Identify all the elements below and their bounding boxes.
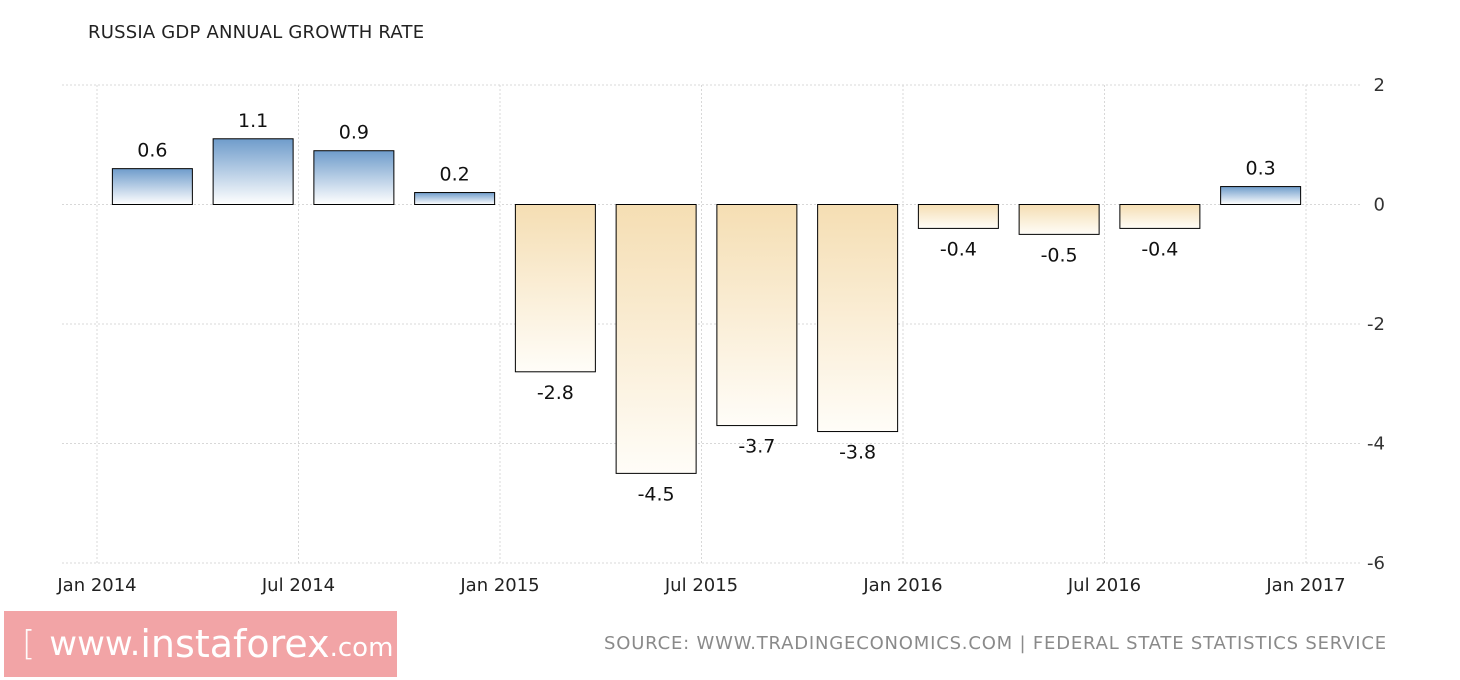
bar-2016-q1 bbox=[917, 204, 999, 229]
x-tick-label: Jul 2014 bbox=[261, 575, 335, 596]
watermark-www: www. bbox=[49, 624, 141, 664]
data-label: -4.5 bbox=[638, 483, 675, 505]
bars bbox=[111, 138, 1302, 474]
watermark-bracket-left: [ bbox=[22, 624, 36, 664]
data-label: 0.6 bbox=[137, 140, 167, 162]
grid-lines bbox=[62, 84, 1360, 564]
y-tick-label: -2 bbox=[1367, 314, 1385, 335]
bar-2016-q4 bbox=[1220, 186, 1302, 205]
x-axis-ticks: Jan 2014 Jul 2014 Jan 2015 Jul 2015 Jan 2016… bbox=[56, 575, 1345, 596]
data-label: 1.1 bbox=[238, 110, 268, 132]
bar-2015-q4 bbox=[817, 204, 899, 433]
x-tick-label: Jan 2016 bbox=[862, 575, 942, 596]
watermark-brand: instaforex bbox=[140, 622, 330, 666]
data-label: -0.4 bbox=[940, 238, 977, 260]
data-labels: 0.6 1.1 0.9 0.2 -2.8 -4.5 -3.7 -3.8 -0.4 -0.5 -0.4… bbox=[137, 110, 1275, 506]
y-tick-label: -6 bbox=[1367, 553, 1385, 574]
instaforex-watermark-logo: [ www. instaforex .com ] bbox=[4, 611, 417, 677]
data-label: 0.2 bbox=[440, 164, 470, 186]
bar-chart: 0.6 1.1 0.9 0.2 -2.8 -4.5 -3.7 -3.8 -0.4 -0.5 -0.4… bbox=[56, 75, 1385, 596]
x-tick-label: Jul 2015 bbox=[664, 575, 738, 596]
data-label: -3.7 bbox=[738, 436, 775, 458]
data-label: -0.5 bbox=[1041, 244, 1078, 266]
bar-2015-q2 bbox=[615, 204, 697, 474]
data-label: -0.4 bbox=[1141, 238, 1178, 260]
data-label: -3.8 bbox=[839, 442, 876, 464]
y-tick-label: 0 bbox=[1374, 195, 1385, 216]
x-tick-label: Jan 2014 bbox=[56, 575, 136, 596]
watermark-bracket-right: ] bbox=[403, 624, 417, 664]
chart-title: RUSSIA GDP ANNUAL GROWTH RATE bbox=[88, 22, 425, 43]
x-tick-label: Jan 2017 bbox=[1265, 575, 1345, 596]
bar-2014-q4 bbox=[414, 192, 496, 206]
watermark-tld: .com bbox=[329, 633, 394, 663]
bar-2014-q1 bbox=[111, 168, 193, 205]
source-text: SOURCE: WWW.TRADINGECONOMICS.COM | FEDER… bbox=[604, 633, 1387, 654]
y-tick-label: -4 bbox=[1367, 434, 1385, 455]
data-label: 0.3 bbox=[1246, 158, 1276, 180]
data-label: 0.9 bbox=[339, 122, 369, 144]
bar-2014-q2 bbox=[212, 138, 294, 205]
data-label: -2.8 bbox=[537, 382, 574, 404]
bar-2016-q3 bbox=[1119, 204, 1201, 229]
bar-2014-q3 bbox=[313, 150, 395, 206]
y-axis-ticks: 2 0 -2 -4 -6 bbox=[1367, 75, 1385, 574]
bar-2016-q2 bbox=[1018, 204, 1100, 235]
y-tick-label: 2 bbox=[1374, 75, 1385, 96]
x-tick-label: Jul 2016 bbox=[1067, 575, 1141, 596]
x-tick-label: Jan 2015 bbox=[459, 575, 539, 596]
bar-2015-q1 bbox=[514, 204, 596, 373]
bar-2015-q3 bbox=[716, 204, 798, 427]
